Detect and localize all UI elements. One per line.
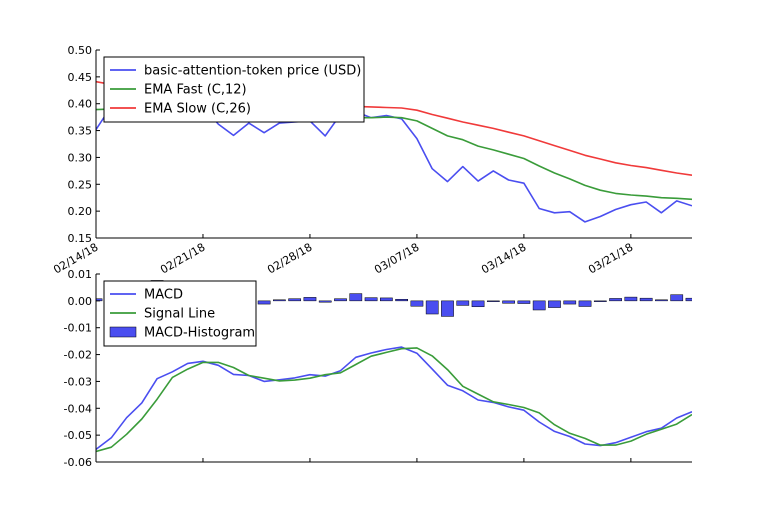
histogram-bar (349, 293, 363, 302)
x-tick-label: 03/21/18 (586, 241, 635, 277)
histogram-bar (502, 300, 515, 304)
y-tick-label: -0.06 (64, 456, 92, 469)
legend-label-ema-fast-c-12: EMA Fast (C,12) (144, 83, 247, 98)
legend-swatch-macd-histogram (109, 326, 137, 338)
histogram-bar (624, 296, 638, 302)
histogram-bar (257, 300, 271, 305)
macd-panel: -0.06 -0.05 -0.04 -0.03 -0.02 -0.01 0.00 0.01 MA… (64, 268, 692, 469)
histogram-bar (456, 300, 470, 306)
histogram-bar (441, 300, 454, 317)
legend-label-macd: MACD (144, 288, 183, 303)
histogram-bar (364, 297, 378, 302)
histogram-bar (578, 300, 592, 307)
legend-label-basic-attention-token-price-usd: basic-attention-token price (USD) (144, 64, 361, 79)
y-tick-label: -0.04 (64, 402, 92, 415)
histogram-bar (532, 300, 546, 311)
x-tick-label: 02/21/18 (158, 241, 207, 277)
histogram-bar (563, 300, 577, 305)
x-tick-label: 03/07/18 (372, 241, 421, 277)
histogram-bar (96, 298, 103, 302)
y-tick-label: 0.25 (68, 178, 93, 191)
legend: MACD Signal Line MACD-Histogram (103, 280, 257, 347)
y-tick-label: 0.35 (68, 125, 93, 138)
price-ema-panel: 0.150.200.250.300.350.400.450.5002/14/18… (51, 44, 692, 276)
histogram-bar (334, 298, 347, 302)
histogram-bar (410, 300, 424, 307)
histogram-bar (486, 300, 500, 302)
histogram-bar (471, 300, 485, 308)
y-tick-label: 0.20 (68, 205, 93, 218)
legend-box (103, 56, 365, 123)
histogram-bar (288, 298, 302, 302)
y-tick-label: 0.40 (68, 98, 93, 111)
series-line-signal-line (96, 347, 692, 453)
histogram-bar (425, 300, 439, 315)
legend-label-signal-line: Signal Line (144, 307, 215, 322)
histogram-bar (593, 300, 607, 302)
legend-label-ema-slow-c-26: EMA Slow (C,26) (144, 102, 251, 117)
legend-label-macd-histogram: MACD-Histogram (144, 326, 255, 341)
histogram-bar (655, 299, 668, 302)
histogram-bar (670, 294, 684, 302)
histogram-bar (609, 298, 622, 302)
x-tick-label: 02/28/18 (265, 241, 314, 277)
histogram-bar (379, 297, 393, 302)
histogram-bar (273, 299, 286, 302)
y-tick-label: 0.00 (68, 295, 93, 308)
legend: basic-attention-token price (USD) EMA Fas… (103, 56, 365, 123)
histogram-bar (303, 297, 317, 302)
y-tick-label: 0.15 (68, 232, 93, 245)
histogram-bar (395, 298, 409, 302)
x-tick-label: 03/14/18 (479, 241, 528, 277)
y-tick-label: -0.02 (64, 349, 92, 362)
y-tick-label: -0.01 (64, 322, 92, 335)
y-tick-label: 0.45 (68, 71, 93, 84)
y-tick-label: 0.01 (68, 268, 93, 281)
series-line-macd (96, 346, 692, 451)
y-tick-label: 0.50 (68, 44, 93, 57)
histogram-bar (548, 300, 561, 308)
y-tick-label: -0.05 (64, 429, 92, 442)
histogram-bar (639, 297, 653, 302)
histogram-bar (517, 300, 531, 304)
y-tick-label: 0.30 (68, 151, 93, 164)
histogram-bar (318, 300, 332, 303)
histogram-bar (685, 297, 692, 302)
y-tick-label: -0.03 (64, 375, 92, 388)
